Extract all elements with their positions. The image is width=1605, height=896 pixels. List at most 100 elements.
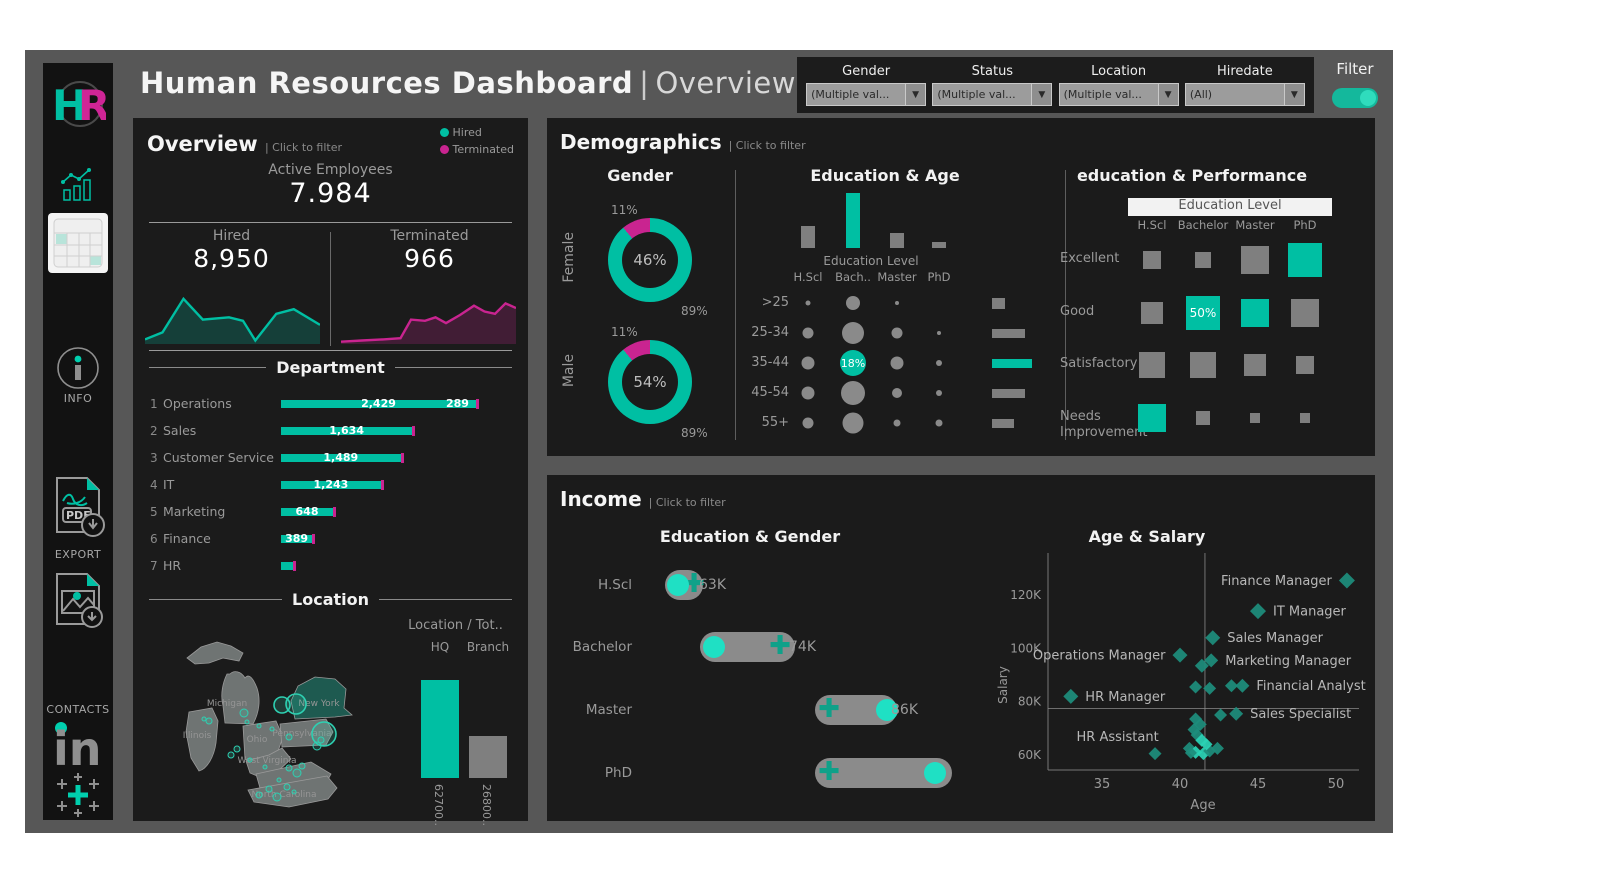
age-education-bubble[interactable] — [937, 331, 941, 335]
age-education-bubble[interactable] — [890, 356, 904, 370]
donut-female[interactable]: 46% — [608, 218, 692, 302]
city-marker[interactable] — [273, 696, 291, 714]
scatter-point[interactable] — [1194, 658, 1209, 673]
row-total-bar[interactable] — [992, 418, 1014, 428]
filter-select-gender[interactable]: (Multiple val... ▼ — [806, 83, 927, 106]
hired-sparkline[interactable] — [145, 286, 320, 344]
city-marker[interactable] — [233, 745, 241, 753]
performance-cell[interactable] — [1195, 252, 1211, 268]
location-map[interactable]: Michigan Illinois Ohio Pennsylvania New York… — [139, 616, 389, 814]
performance-cell[interactable] — [1141, 302, 1163, 324]
city-marker[interactable] — [276, 777, 282, 783]
scatter-point[interactable] — [1229, 706, 1244, 721]
age-education-bubble[interactable] — [805, 300, 811, 306]
scatter-point[interactable] — [1203, 681, 1217, 695]
scatter-point[interactable] — [1190, 728, 1204, 742]
department-row[interactable]: 7 HR — [133, 552, 528, 579]
city-marker[interactable] — [291, 789, 297, 795]
scatter-point[interactable] — [1235, 678, 1250, 693]
city-marker[interactable] — [312, 741, 322, 751]
city-marker[interactable] — [247, 757, 253, 763]
scatter-point[interactable] — [1189, 680, 1203, 694]
row-total-bar[interactable] — [992, 328, 1025, 338]
city-marker[interactable] — [317, 736, 325, 744]
age-education-bubble[interactable] — [801, 386, 815, 400]
city-marker[interactable] — [244, 719, 250, 725]
scatter-point[interactable] — [1063, 688, 1079, 704]
age-education-bubble[interactable] — [891, 327, 903, 339]
terminated-sparkline[interactable] — [341, 286, 516, 344]
gender-circle-marker[interactable] — [924, 762, 946, 784]
department-bar[interactable]: 648 — [281, 505, 506, 519]
age-education-bubble[interactable] — [841, 381, 865, 405]
age-education-bubble[interactable] — [842, 412, 864, 434]
department-row[interactable]: 5 Marketing 648 — [133, 498, 528, 525]
performance-cell[interactable] — [1139, 352, 1165, 378]
scatter-point[interactable] — [1224, 679, 1238, 693]
city-marker[interactable] — [283, 783, 291, 791]
scatter-point[interactable] — [1148, 747, 1162, 761]
bar-chart-icon[interactable] — [43, 166, 113, 202]
performance-cell[interactable]: 50% — [1186, 296, 1220, 330]
performance-cell[interactable] — [1138, 404, 1166, 432]
city-marker[interactable] — [255, 791, 263, 799]
city-marker[interactable] — [285, 764, 293, 772]
location-bar[interactable] — [421, 680, 459, 778]
column-total-bar[interactable] — [801, 226, 815, 248]
age-education-bubble[interactable] — [801, 356, 815, 370]
age-education-bubble[interactable] — [802, 327, 814, 339]
row-total-bar[interactable] — [992, 297, 1005, 309]
scatter-point[interactable] — [1210, 741, 1224, 755]
age-education-bubble[interactable] — [802, 417, 814, 429]
department-row[interactable]: 1 Operations 2,429 289 — [133, 390, 528, 417]
city-marker[interactable] — [256, 723, 262, 729]
city-marker[interactable] — [292, 768, 302, 778]
performance-cell[interactable] — [1296, 356, 1314, 374]
chevron-down-icon[interactable]: ▼ — [906, 83, 927, 106]
column-total-bar[interactable] — [846, 193, 860, 248]
age-education-bubble[interactable] — [936, 360, 942, 366]
performance-cell[interactable] — [1288, 243, 1322, 277]
city-marker[interactable] — [272, 792, 282, 802]
city-marker[interactable] — [239, 708, 249, 718]
scatter-point[interactable] — [1196, 747, 1210, 761]
scatter-point[interactable] — [1205, 630, 1221, 646]
age-education-bubble[interactable] — [895, 301, 899, 305]
performance-cell[interactable] — [1190, 352, 1216, 378]
scatter-point[interactable] — [1214, 708, 1228, 722]
department-row[interactable]: 2 Sales 1,634 — [133, 417, 528, 444]
linkedin-icon[interactable]: in — [43, 719, 113, 771]
gender-plus-marker[interactable]: ✚ — [769, 630, 791, 661]
performance-cell[interactable] — [1244, 354, 1266, 376]
performance-cell[interactable] — [1250, 413, 1260, 423]
filter-toggle[interactable] — [1332, 88, 1378, 108]
scatter-point[interactable] — [1338, 572, 1355, 589]
image-export-icon[interactable] — [43, 571, 113, 631]
city-marker[interactable] — [205, 717, 213, 725]
city-marker[interactable] — [285, 693, 307, 715]
department-bar[interactable]: 1,243 — [281, 478, 506, 492]
gender-circle-marker[interactable] — [876, 699, 898, 721]
department-row[interactable]: 6 Finance 389 — [133, 525, 528, 552]
department-row[interactable]: 4 IT 1,243 — [133, 471, 528, 498]
department-bar[interactable]: 2,429 289 — [281, 397, 506, 411]
scatter-point[interactable] — [1184, 746, 1197, 759]
performance-cell[interactable] — [1196, 411, 1210, 425]
age-salary-chart[interactable]: 60K 80K 100K 120K 35 40 45 50 Salary Age Finance M… — [967, 535, 1375, 821]
chevron-down-icon[interactable]: ▼ — [1284, 83, 1305, 106]
performance-cell[interactable] — [1241, 246, 1269, 274]
tableau-icon[interactable] — [43, 771, 113, 819]
scatter-point[interactable] — [1204, 653, 1219, 668]
department-bar[interactable]: 389 — [281, 532, 506, 546]
age-education-bubble[interactable]: 18% — [840, 350, 866, 376]
city-marker[interactable] — [201, 716, 207, 722]
department-row[interactable]: 3 Customer Service 1,489 — [133, 444, 528, 471]
pdf-export-icon[interactable]: PDF — [43, 475, 113, 541]
city-marker[interactable] — [265, 785, 273, 793]
age-education-bubble[interactable] — [842, 322, 864, 344]
donut-male[interactable]: 54% — [608, 340, 692, 424]
column-total-bar[interactable] — [932, 242, 946, 248]
city-marker[interactable] — [269, 726, 275, 732]
scatter-point[interactable] — [1250, 603, 1266, 620]
performance-cell[interactable] — [1143, 251, 1161, 269]
